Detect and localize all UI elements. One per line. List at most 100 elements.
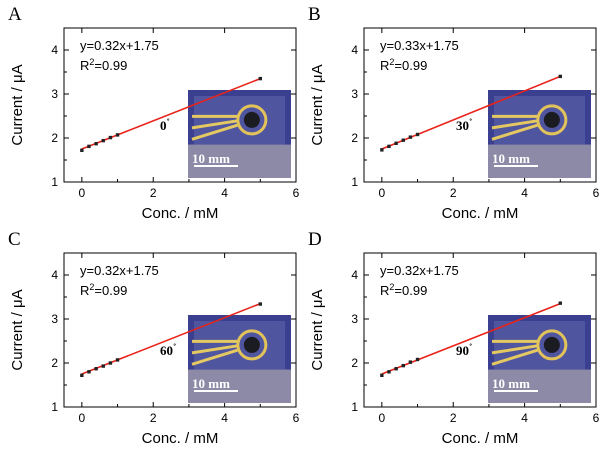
y-tick-label: 3 xyxy=(351,312,358,326)
r-squared: R2=0.99 xyxy=(380,57,427,73)
x-tick-label: 6 xyxy=(593,411,600,425)
data-point xyxy=(380,148,384,152)
r-squared-superscript: 2 xyxy=(89,282,94,292)
x-tick-label: 2 xyxy=(150,186,157,200)
y-tick-label: 1 xyxy=(51,400,58,414)
photo-base xyxy=(188,369,291,403)
bend-angle-label: 90˚ xyxy=(456,343,472,358)
r-squared-prefix: R xyxy=(80,283,89,298)
electrode-trace xyxy=(191,344,238,355)
r-squared-value: =0.99 xyxy=(94,58,127,73)
data-point xyxy=(408,135,413,139)
scale-bar-label: 10 mm xyxy=(192,151,230,166)
x-tick-label: 4 xyxy=(521,411,528,425)
photo-substrate xyxy=(194,321,285,370)
photo-substrate xyxy=(494,321,585,370)
x-tick-label: 6 xyxy=(293,411,300,425)
y-tick-label: 3 xyxy=(351,87,358,101)
y-tick-label: 2 xyxy=(351,356,358,370)
data-point xyxy=(80,148,84,153)
r-squared: R2=0.99 xyxy=(380,282,427,298)
r-squared-prefix: R xyxy=(380,283,389,298)
y-tick-label: 3 xyxy=(51,87,58,101)
bend-angle-value: 0 xyxy=(160,118,167,133)
bend-angle-label: 30˚ xyxy=(456,118,472,133)
electrode-trace xyxy=(491,119,538,130)
data-point xyxy=(258,76,263,81)
photo-substrate xyxy=(494,96,585,145)
data-point xyxy=(94,142,98,146)
r-squared-superscript: 2 xyxy=(389,282,394,292)
working-electrode xyxy=(243,336,260,353)
y-tick-label: 2 xyxy=(51,356,58,370)
r-squared-value: =0.99 xyxy=(394,283,427,298)
x-tick-label: 4 xyxy=(521,186,528,200)
y-tick-label: 4 xyxy=(351,43,358,57)
data-point xyxy=(387,370,391,374)
r-squared: R2=0.99 xyxy=(80,57,127,73)
data-point xyxy=(387,144,391,149)
ring-electrode xyxy=(536,104,568,136)
scale-bar-label: 10 mm xyxy=(492,151,530,166)
working-electrode xyxy=(243,111,260,128)
x-tick-label: 6 xyxy=(293,186,300,200)
y-tick-label: 3 xyxy=(51,312,58,326)
bend-angle-value: 90 xyxy=(456,343,469,358)
device-photo-inset: 10 mm xyxy=(188,315,291,403)
data-point xyxy=(401,363,405,368)
fit-equation: y=0.32x+1.75 xyxy=(380,263,459,278)
ring-electrode xyxy=(236,329,268,361)
y-tick-label: 2 xyxy=(51,131,58,145)
device-photo-inset: 10 mm xyxy=(188,90,291,178)
electrode-trace xyxy=(191,348,238,366)
data-point xyxy=(380,373,384,378)
r-squared: R2=0.99 xyxy=(80,282,127,298)
electrode-trace xyxy=(491,344,538,355)
bend-angle-value: 30 xyxy=(456,118,469,133)
y-tick-label: 4 xyxy=(51,43,58,57)
bend-angle-label: 0˚ xyxy=(160,118,170,133)
photo-base xyxy=(488,369,591,403)
photo-base xyxy=(488,144,591,178)
working-electrode xyxy=(543,111,560,128)
data-point xyxy=(558,74,563,79)
scale-bar-label: 10 mm xyxy=(192,376,230,391)
x-tick-label: 2 xyxy=(450,186,457,200)
plot-frame xyxy=(363,252,597,408)
r-squared-prefix: R xyxy=(380,58,389,73)
x-tick-label: 4 xyxy=(221,186,228,200)
x-tick-label: 0 xyxy=(79,186,86,200)
x-tick-label: 2 xyxy=(150,411,157,425)
electrode-trace xyxy=(491,123,538,141)
y-tick-label: 1 xyxy=(351,175,358,189)
fit-equation: y=0.32x+1.75 xyxy=(80,263,159,278)
y-axis-title: Current / μA xyxy=(309,64,326,145)
data-point xyxy=(258,302,263,306)
fit-equation: y=0.32x+1.75 xyxy=(80,38,159,53)
r-squared-value: =0.99 xyxy=(394,58,427,73)
x-tick-label: 4 xyxy=(221,411,228,425)
electrode-trace xyxy=(491,348,538,366)
scale-bar-label: 10 mm xyxy=(492,376,530,391)
panel-letter: D xyxy=(308,229,322,250)
electrode-trace xyxy=(191,123,238,141)
x-axis-title: Conc. / mM xyxy=(442,205,519,222)
plot-frame xyxy=(363,27,597,183)
panel-letter: B xyxy=(308,4,321,25)
data-point xyxy=(408,360,413,364)
photo-base xyxy=(188,144,291,178)
data-point xyxy=(415,357,420,362)
data-point xyxy=(80,373,84,378)
r-squared-superscript: 2 xyxy=(89,57,94,67)
y-axis-title: Current / μA xyxy=(9,64,26,145)
data-point xyxy=(87,144,91,149)
data-point xyxy=(94,367,98,371)
data-point xyxy=(108,361,113,365)
data-point xyxy=(108,135,113,140)
x-tick-label: 0 xyxy=(379,186,386,200)
working-electrode xyxy=(543,336,560,353)
data-point xyxy=(87,370,91,374)
